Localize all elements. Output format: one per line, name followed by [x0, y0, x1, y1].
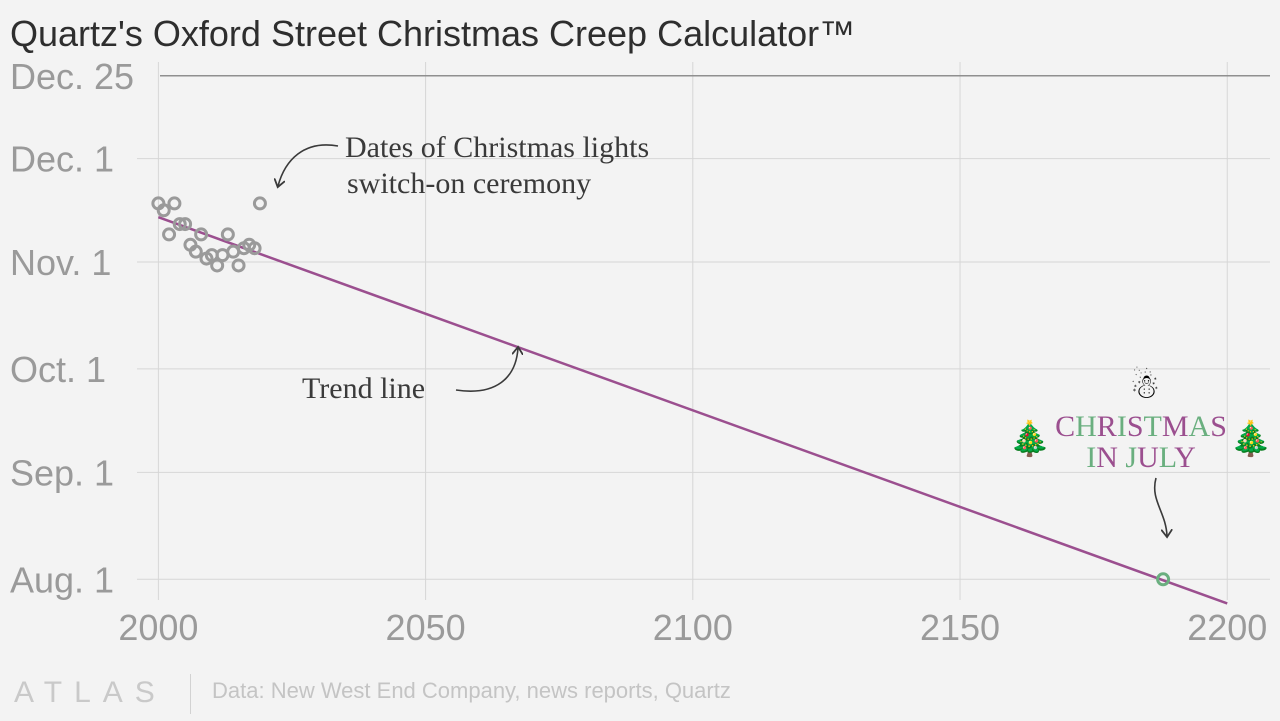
x-tick-label: 2100: [653, 607, 733, 648]
annotation-dates-line-1: Dates of Christmas lights: [345, 131, 649, 164]
christmas-label-line-2: IN JULY: [1086, 441, 1196, 474]
christmas-tree-icon-left: 🎄: [1009, 419, 1051, 459]
y-axis-labels: Aug. 1 Sep. 1 Oct. 1 Nov. 1 Dec. 1: [10, 139, 114, 601]
atlas-logo: ATLAS: [14, 676, 167, 709]
christmas-letter: M: [1162, 410, 1189, 443]
data-point: [156, 203, 171, 218]
christmas-letter: Y: [1174, 441, 1196, 474]
y-tick-label: Sep. 1: [10, 452, 114, 493]
christmas-letter: N: [1096, 441, 1118, 474]
annotation-arrow-trend: [455, 348, 518, 392]
gridlines: [137, 62, 1270, 600]
reference-line-group: Dec. 25: [10, 56, 1270, 97]
y-tick-label: Nov. 1: [10, 242, 111, 283]
data-point: [252, 196, 267, 211]
trend-line-group: [157, 216, 1228, 605]
y-tick-label: Dec. 1: [10, 139, 114, 180]
data-point: [167, 196, 182, 211]
data-point: [172, 217, 187, 232]
annotation-arrow-christmas: [1153, 477, 1167, 536]
chart-title: Quartz's Oxford Street Christmas Creep C…: [10, 13, 856, 54]
data-point: [220, 227, 235, 242]
highlight-point: [1156, 572, 1171, 587]
x-tick-label: 2000: [118, 607, 198, 648]
annotation-trend-line: Trend line: [302, 372, 425, 405]
annotation-dates-line-2: switch-on ceremony: [347, 167, 591, 200]
x-tick-label: 2050: [386, 607, 466, 648]
data-point: [231, 258, 246, 273]
christmas-letter: H: [1075, 410, 1097, 443]
data-point: [162, 227, 177, 242]
y-tick-label: Oct. 1: [10, 349, 106, 390]
annotation-dates: Dates of Christmas lights switch-on cere…: [345, 131, 657, 200]
christmas-letter: R: [1097, 410, 1117, 443]
trend-line: [157, 216, 1228, 605]
christmas-letter: S: [1127, 410, 1144, 443]
data-point: [194, 227, 209, 242]
data-point: [247, 241, 262, 256]
christmas-letter: J: [1125, 441, 1137, 474]
christmas-label-line-1: CHRISTMAS: [1055, 410, 1227, 443]
annotation-arrow-dates: [278, 144, 339, 186]
x-tick-label: 2150: [920, 607, 1000, 648]
christmas-letter: I: [1117, 410, 1127, 443]
y-tick-label: Aug. 1: [10, 559, 114, 600]
christmas-letter: [1118, 441, 1126, 474]
christmas-letter: C: [1055, 410, 1075, 443]
christmas-letter: A: [1189, 410, 1211, 443]
christmas-letter: U: [1137, 441, 1159, 474]
footer-divider: [190, 674, 191, 714]
reference-line-label: Dec. 25: [10, 56, 134, 97]
christmas-letter: I: [1086, 441, 1096, 474]
christmas-tree-icon-right: 🎄: [1230, 419, 1272, 459]
data-point: [178, 217, 193, 232]
christmas-letter: S: [1210, 410, 1227, 443]
christmas-letter: L: [1159, 441, 1176, 474]
annotations: Dates of Christmas lights switch-on cere…: [278, 131, 1272, 536]
x-tick-label: 2200: [1187, 607, 1267, 648]
data-point: [210, 258, 225, 273]
snowman-icon: ☃: [1130, 366, 1160, 407]
source-note: Data: New West End Company, news reports…: [212, 678, 731, 703]
christmas-letter: T: [1144, 410, 1162, 443]
data-point: [188, 244, 203, 259]
data-points: [151, 196, 1171, 587]
x-axis-labels: 2000 2050 2100 2150 2200: [118, 607, 1267, 648]
footer: ATLAS Data: New West End Company, news r…: [0, 672, 1280, 716]
